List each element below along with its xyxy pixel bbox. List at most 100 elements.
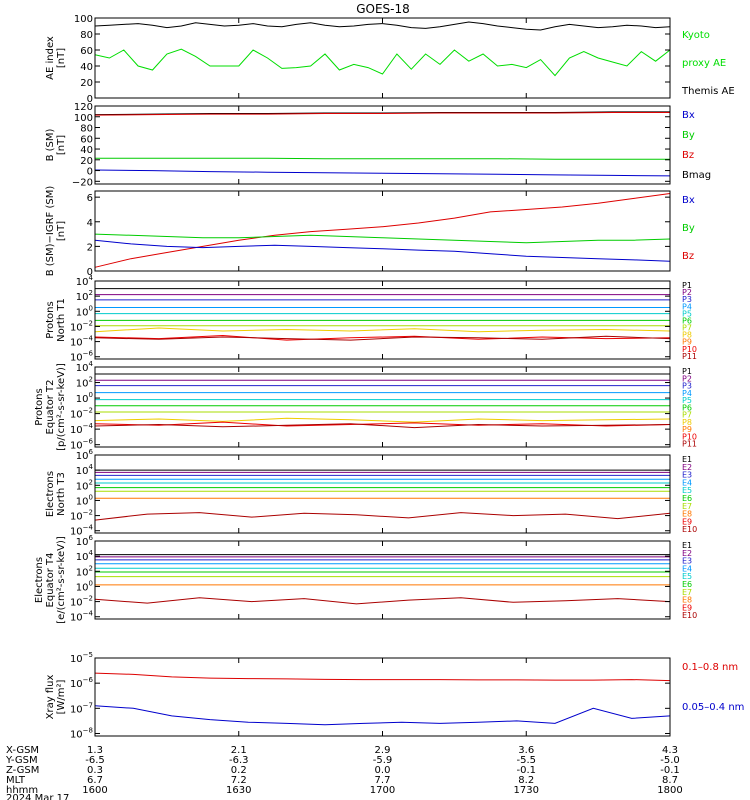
- legend-entry: Bz: [682, 150, 694, 161]
- legend-entry: By: [682, 130, 695, 141]
- y-tick-label: −20: [72, 177, 93, 188]
- series-line-kyoto-proxy-ae: [94, 48, 671, 77]
- footer-row-value: 1600: [82, 785, 107, 796]
- legend-entry: P1: [682, 281, 692, 290]
- y-axis-label: [nT]: [56, 221, 67, 241]
- legend-entry: proxy AE: [682, 58, 726, 69]
- legend-entry: E8: [682, 596, 692, 605]
- legend-entry: P8: [682, 331, 692, 340]
- y-axis-label: AE index: [45, 36, 56, 80]
- footer-row-value: 0.0: [375, 765, 391, 776]
- legend-entry: E7: [682, 502, 692, 511]
- y-tick-label: 10−7: [70, 701, 93, 715]
- series-line-bz: [94, 193, 671, 268]
- plot-title: GOES-18: [356, 2, 410, 16]
- footer-row-value: 1700: [370, 785, 395, 796]
- footer-row-value: 8.7: [662, 775, 678, 786]
- y-axis-label: [e/(cm²-s-sr-keV)]: [56, 536, 67, 624]
- panel-frame: [94, 657, 671, 737]
- y-axis-label: Protons: [45, 301, 56, 338]
- y-axis-label: [p/(cm²-s-sr-keV)]: [56, 363, 67, 451]
- legend-entry: E8: [682, 510, 692, 519]
- legend-entry: Bmag: [682, 170, 711, 181]
- series-line-bx: [94, 239, 671, 262]
- footer-row-label: hhmm: [6, 785, 38, 796]
- y-tick-label: 10−8: [70, 726, 93, 740]
- y-tick-label: 106: [76, 534, 94, 548]
- legend-entry: P5: [682, 396, 692, 405]
- panel-frame: [94, 105, 671, 185]
- legend-entry: E3: [682, 557, 692, 566]
- y-tick-label: 10−6: [70, 676, 94, 690]
- series-line-bz: [94, 112, 670, 116]
- footer-row-value: 1800: [657, 785, 682, 796]
- footer-row-value: 8.2: [518, 775, 534, 786]
- y-tick-label: 104: [76, 274, 94, 288]
- y-tick-label: 4: [87, 218, 93, 229]
- footer-date: 2024 Mar 17: [6, 793, 69, 800]
- y-axis-label: Protons: [34, 388, 45, 425]
- legend-entry: P8: [682, 418, 692, 427]
- legend-entry: P10: [682, 345, 697, 354]
- y-tick-label: 104: [76, 463, 94, 477]
- y-axis-label: Equator T4: [45, 553, 56, 608]
- legend-entry: E1: [682, 455, 692, 464]
- y-tick-label: 104: [76, 549, 94, 563]
- y-axis-label: [nT]: [56, 135, 67, 155]
- y-tick-label: 10−4: [70, 610, 94, 624]
- y-axis-label: North T1: [56, 298, 67, 342]
- y-tick-label: 10−2: [70, 407, 93, 421]
- y-axis-label: Xray flux: [45, 675, 56, 720]
- y-tick-label: 2: [87, 242, 93, 253]
- y-tick-label: 0: [87, 94, 93, 105]
- y-tick-label: 20: [80, 78, 93, 89]
- legend-entry: P5: [682, 309, 692, 318]
- y-tick-label: 10−2: [70, 595, 93, 609]
- legend-entry: P4: [682, 389, 692, 398]
- y-axis-label: North T3: [56, 472, 67, 516]
- y-tick-label: 120: [74, 102, 93, 113]
- series-line-p8: [94, 327, 671, 333]
- footer-row-value: -5.9: [373, 755, 393, 766]
- legend-entry: P7: [682, 411, 692, 420]
- y-tick-label: 40: [80, 145, 93, 156]
- legend-entry: P4: [682, 302, 692, 311]
- series-line-p11: [94, 335, 671, 341]
- legend-entry: P6: [682, 316, 692, 325]
- legend-entry: 0.05–0.4 nm: [682, 702, 744, 713]
- footer-row-value: -0.1: [660, 765, 680, 776]
- legend-entry: By: [682, 223, 695, 234]
- series-line-themis-ae: [94, 21, 671, 31]
- y-tick-label: 102: [76, 478, 93, 492]
- legend-entry: 0.1–0.8 nm: [682, 662, 738, 673]
- y-axis-label: Electrons: [34, 557, 45, 603]
- legend-entry: Bz: [682, 251, 694, 262]
- legend-entry: Bx: [682, 195, 695, 206]
- footer-row-value: 1630: [226, 785, 251, 796]
- y-axis-label: [nT]: [56, 48, 67, 68]
- y-tick-label: 80: [80, 30, 93, 41]
- footer-row-value: 2.1: [231, 745, 247, 756]
- y-axis-label: Electrons: [45, 471, 56, 517]
- y-tick-label: 60: [80, 46, 93, 57]
- panel-frame: [94, 454, 671, 534]
- footer-row-value: 7.2: [231, 775, 247, 786]
- legend-entry: P2: [682, 288, 692, 297]
- footer-row-label: Z-GSM: [6, 765, 39, 776]
- legend-entry: P9: [682, 338, 692, 347]
- legend-entry: P3: [682, 382, 692, 391]
- legend-entry: P2: [682, 374, 692, 383]
- footer-row-value: 1.3: [87, 745, 103, 756]
- legend-entry: E1: [682, 541, 692, 550]
- footer-row-value: 4.3: [662, 745, 678, 756]
- footer-row-label: X-GSM: [6, 745, 39, 756]
- legend-entry: E2: [682, 463, 692, 472]
- legend-entry: P1: [682, 367, 692, 376]
- footer-row-value: 6.7: [87, 775, 103, 786]
- y-tick-label: 0: [87, 167, 93, 178]
